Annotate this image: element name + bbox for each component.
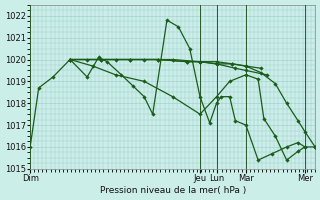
X-axis label: Pression niveau de la mer( hPa ): Pression niveau de la mer( hPa ) xyxy=(100,186,246,195)
